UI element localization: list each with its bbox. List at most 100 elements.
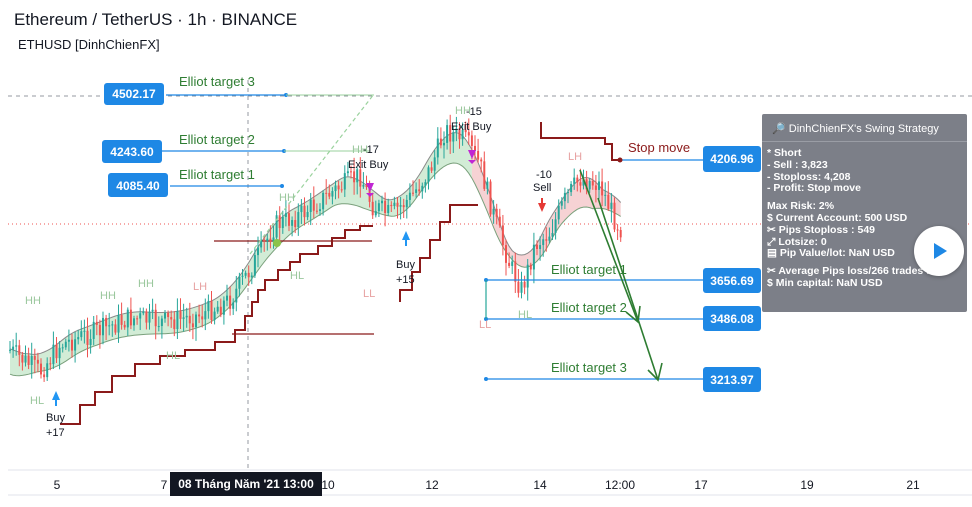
price-box-4085[interactable]: 4085.40 bbox=[108, 173, 168, 197]
candle-body bbox=[573, 177, 576, 184]
candle-body bbox=[269, 238, 272, 242]
candle-body bbox=[263, 239, 266, 242]
candle-body bbox=[371, 201, 374, 216]
stop-dot bbox=[617, 157, 623, 163]
candle-body bbox=[393, 202, 396, 207]
price-box-label: 3486.08 bbox=[710, 312, 754, 326]
candle-body bbox=[294, 220, 297, 228]
candle-body bbox=[567, 192, 569, 194]
swing-lh-label: LH bbox=[568, 151, 582, 163]
buy-2-pips: +15 bbox=[396, 274, 415, 286]
strategy-info-panel: 🔎 DinhChienFX's Swing Strategy * Short -… bbox=[762, 114, 967, 312]
candle-body bbox=[477, 150, 480, 160]
time-tick: 12 bbox=[425, 478, 439, 492]
candle-body bbox=[334, 185, 337, 192]
candle-body bbox=[402, 205, 405, 208]
candle-body bbox=[582, 179, 585, 186]
candle-body bbox=[418, 189, 421, 192]
candle-body bbox=[170, 317, 173, 320]
candle-body bbox=[579, 182, 582, 186]
price-box-3486[interactable]: 3486.08 bbox=[703, 306, 761, 331]
price-box-label: 4085.40 bbox=[116, 179, 160, 193]
candle-body bbox=[77, 337, 80, 340]
candle-body bbox=[319, 209, 321, 211]
candle-body bbox=[108, 325, 111, 327]
price-box-3656[interactable]: 3656.69 bbox=[703, 268, 761, 293]
swing-hl-label: HL bbox=[30, 395, 44, 407]
price-box-3213[interactable]: 3213.97 bbox=[703, 367, 761, 392]
candle-body bbox=[92, 321, 95, 339]
candle-body bbox=[61, 347, 64, 349]
candle-body bbox=[284, 213, 287, 217]
candle-body bbox=[266, 238, 269, 242]
candle-body bbox=[275, 215, 278, 238]
price-box-label: 4243.60 bbox=[110, 145, 154, 159]
candle-body bbox=[120, 314, 123, 325]
price-box-4243[interactable]: 4243.60 bbox=[102, 140, 162, 163]
candle-body bbox=[427, 167, 430, 183]
candle-body bbox=[356, 169, 359, 183]
candle-body bbox=[247, 272, 250, 278]
chart-title: Ethereum / TetherUS · 1h · BINANCE bbox=[14, 10, 298, 29]
candle-body bbox=[49, 363, 52, 365]
sell-label: Sell bbox=[533, 182, 551, 194]
swing-ll-label: LL bbox=[479, 319, 491, 331]
candle-body bbox=[58, 347, 61, 359]
candle-body bbox=[467, 132, 470, 136]
candle-body bbox=[616, 229, 619, 231]
candle-body bbox=[495, 208, 498, 217]
candle-body bbox=[272, 237, 275, 242]
panel-line-sell: - Sell : 3,823 bbox=[767, 158, 828, 171]
price-box-4206[interactable]: 4206.96 bbox=[703, 146, 761, 172]
price-box-4502[interactable]: 4502.17 bbox=[104, 83, 164, 105]
candle-body bbox=[505, 245, 507, 263]
candle-body bbox=[346, 171, 349, 174]
candle-body bbox=[511, 261, 514, 266]
candle-body bbox=[529, 264, 532, 270]
candle-body bbox=[601, 181, 604, 196]
trailing-stop-short bbox=[540, 122, 620, 161]
candle-body bbox=[439, 138, 442, 146]
indicator-name[interactable]: ETHUSD [DinhChienFX] bbox=[18, 37, 160, 52]
candle-body bbox=[405, 199, 408, 208]
candle-body bbox=[226, 295, 228, 301]
candle-body bbox=[303, 205, 306, 218]
candle-body bbox=[64, 341, 67, 348]
band-green-fill bbox=[10, 132, 472, 376]
candle-body bbox=[257, 247, 259, 256]
candle-body bbox=[514, 261, 517, 282]
candle-body bbox=[381, 200, 383, 204]
candle-body bbox=[195, 314, 197, 328]
candle-body bbox=[52, 344, 55, 365]
swing-hh-label: HH bbox=[352, 144, 368, 156]
candle-body bbox=[331, 191, 334, 197]
candle-body bbox=[365, 185, 368, 188]
candle-body bbox=[353, 171, 356, 183]
candle-body bbox=[89, 338, 92, 345]
stop-move-label: Stop move bbox=[628, 140, 690, 155]
candle-body bbox=[157, 326, 160, 328]
candle-body bbox=[570, 183, 573, 193]
candle-body bbox=[498, 216, 501, 226]
candle-body bbox=[359, 169, 362, 187]
candle-body bbox=[554, 219, 557, 233]
candle-body bbox=[594, 185, 597, 190]
exit-buy-2-label: Exit Buy bbox=[451, 121, 492, 133]
play-button[interactable] bbox=[914, 226, 964, 276]
candle-body bbox=[15, 345, 18, 347]
candle-body bbox=[619, 230, 622, 238]
candle-body bbox=[139, 313, 142, 319]
panel-line-pip-value: ▤ Pip Value/lot: NaN USD bbox=[767, 247, 895, 260]
candle-body bbox=[102, 317, 104, 336]
candle-body bbox=[325, 192, 328, 194]
price-box-label: 3656.69 bbox=[710, 274, 754, 288]
candle-body bbox=[396, 202, 399, 207]
candle-body bbox=[67, 339, 70, 342]
panel-line-stoploss: - Stoploss: 4,208 bbox=[767, 170, 851, 183]
candle-body bbox=[55, 344, 58, 359]
buy-arrow-icon bbox=[402, 231, 410, 246]
candle-body bbox=[492, 208, 495, 215]
swing-hh-label: HH bbox=[455, 105, 471, 117]
candle-body bbox=[179, 311, 182, 319]
